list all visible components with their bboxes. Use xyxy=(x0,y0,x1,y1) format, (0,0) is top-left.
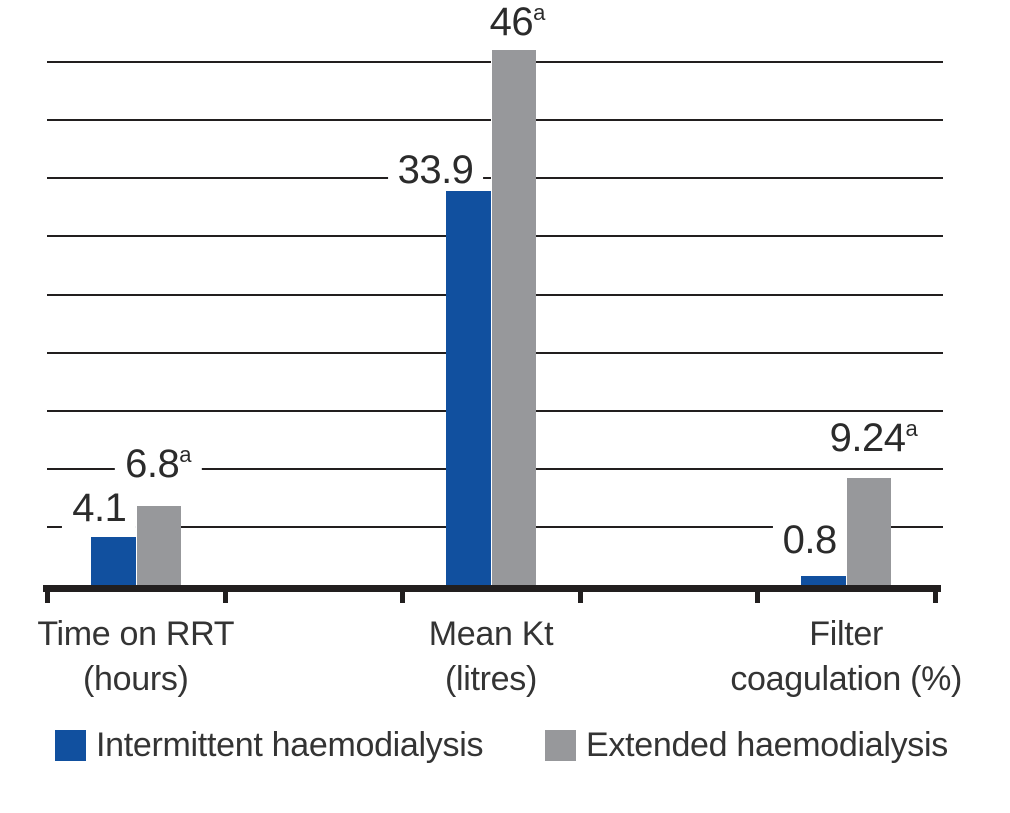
value-label: 0.8 xyxy=(772,520,847,560)
bar-series2-group2 xyxy=(491,50,536,585)
category-label-line: (litres) xyxy=(444,660,538,698)
category-label-line: coagulation (%) xyxy=(730,660,963,698)
legend-label: Intermittent haemodialysis xyxy=(96,726,484,764)
category-label-line: Mean Kt xyxy=(428,615,554,653)
bar-series1-group1 xyxy=(90,537,136,585)
category-label-line: Time on RRT xyxy=(37,615,235,653)
legend-swatch xyxy=(55,730,86,761)
legend-item-series2: Extended haemodialysis xyxy=(545,726,948,765)
superscript-note: a xyxy=(179,442,192,467)
bar-series2-group3 xyxy=(846,478,892,585)
axis-tick xyxy=(933,585,938,603)
bar-series1-group2 xyxy=(446,191,491,585)
category-label: Mean Kt (litres) xyxy=(429,612,554,702)
category-label: Time on RRT (hours) xyxy=(37,612,234,702)
axis-tick xyxy=(400,585,405,603)
axis-tick xyxy=(45,585,50,603)
category-label: Filter coagulation (%) xyxy=(730,612,962,702)
superscript-note: a xyxy=(533,0,546,25)
category-label-line: (hours) xyxy=(82,660,189,698)
legend-swatch xyxy=(545,730,576,761)
legend-item-series1: Intermittent haemodialysis xyxy=(55,726,483,765)
legend-label: Extended haemodialysis xyxy=(586,726,948,764)
category-label-line: Filter xyxy=(809,615,884,653)
axis-tick xyxy=(578,585,583,603)
value-label: 4.1 xyxy=(62,488,137,528)
axis-tick xyxy=(223,585,228,603)
value-label: 9.24a xyxy=(819,416,928,458)
x-axis-line xyxy=(43,585,941,592)
bar-series1-group3 xyxy=(801,576,847,585)
superscript-note: a xyxy=(905,416,918,441)
value-label: 33.9 xyxy=(387,150,484,190)
axis-tick xyxy=(755,585,760,603)
value-label: 6.8a xyxy=(115,442,202,484)
value-label: 46a xyxy=(479,0,556,42)
bar-series2-group1 xyxy=(135,506,181,585)
